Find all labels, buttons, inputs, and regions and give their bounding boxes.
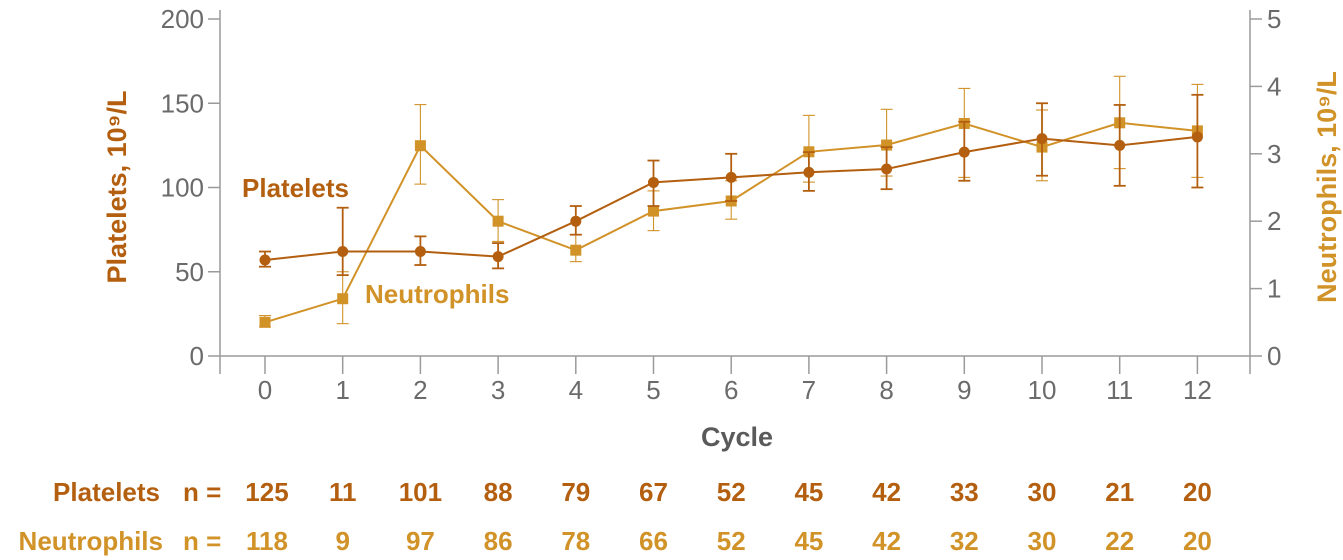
x-tick-label: 11 — [1106, 375, 1133, 405]
left-y-tick-label: 200 — [161, 4, 204, 34]
neutrophils-count-value: 78 — [561, 526, 590, 556]
platelets-count-value: 101 — [399, 477, 442, 507]
x-tick-label: 4 — [569, 375, 583, 405]
platelets-point — [803, 166, 815, 178]
neutrophils-count-value: 86 — [484, 526, 513, 556]
x-tick-label: 2 — [413, 375, 427, 405]
x-tick-label: 9 — [957, 375, 971, 405]
neutrophils-point — [570, 244, 582, 256]
platelets-count-value: 67 — [639, 477, 668, 507]
neutrophils-point — [337, 293, 349, 305]
right-y-tick-label: 4 — [1267, 71, 1281, 101]
neutrophils-point — [492, 215, 504, 227]
platelets-count-value: 45 — [794, 477, 823, 507]
platelets-count-value: 20 — [1183, 477, 1212, 507]
platelets-count-value: 88 — [484, 477, 513, 507]
platelets-point — [570, 215, 582, 227]
right-y-tick-label: 3 — [1267, 139, 1281, 169]
neutrophils-count-value: 30 — [1028, 526, 1057, 556]
neutrophils-series-label: Neutrophils — [365, 279, 509, 309]
left-y-tick-label: 0 — [190, 341, 204, 371]
x-tick-label: 7 — [802, 375, 816, 405]
platelets-series — [259, 93, 1204, 277]
neutrophils-count-value: 20 — [1183, 526, 1212, 556]
platelets-point — [337, 246, 349, 258]
right-y-tick-label: 2 — [1267, 206, 1281, 236]
platelets-count-value: 30 — [1028, 477, 1057, 507]
platelets-point — [1036, 133, 1048, 145]
platelets-count-value: 21 — [1105, 477, 1134, 507]
right-y-axis-title: Neutrophils, 10⁹/L — [1312, 71, 1342, 303]
platelets-point — [648, 176, 659, 188]
platelets-count-label: Platelets — [53, 477, 160, 507]
platelets-point — [1114, 139, 1126, 151]
platelets-point — [725, 171, 737, 183]
platelets-count-value: 52 — [717, 477, 746, 507]
neutrophils-point — [881, 139, 893, 151]
x-tick-label: 0 — [258, 375, 272, 405]
neutrophils-count-value: 66 — [639, 526, 668, 556]
platelets-point — [881, 163, 893, 175]
x-tick-label: 10 — [1028, 375, 1057, 405]
neutrophils-count-value: 118 — [246, 526, 288, 556]
neutrophils-count-value: 97 — [406, 526, 435, 556]
right-y-tick-label: 5 — [1267, 4, 1281, 34]
neutrophils-count-label: Neutrophils — [19, 526, 163, 556]
x-tick-label: 5 — [646, 375, 660, 405]
x-tick-label: 12 — [1183, 375, 1212, 405]
x-tick-label: 1 — [335, 375, 349, 405]
left-y-axis-title: Platelets, 10⁹/L — [102, 91, 132, 284]
neutrophils-count-prefix: n = — [183, 526, 221, 556]
left-y-tick-label: 150 — [161, 88, 204, 118]
neutrophils-count-value: 42 — [872, 526, 901, 556]
x-axis-title: Cycle — [701, 422, 773, 452]
platelets-point — [1191, 131, 1203, 143]
neutrophils-point — [414, 140, 426, 152]
platelets-count-value: 42 — [872, 477, 901, 507]
neutrophils-count-value: 9 — [335, 526, 349, 556]
x-tick-label: 6 — [724, 375, 738, 405]
neutrophils-count-value: 45 — [794, 526, 823, 556]
neutrophils-count-value: 32 — [950, 526, 979, 556]
platelets-count-value: 33 — [950, 477, 979, 507]
x-tick-label: 8 — [879, 375, 893, 405]
right-y-tick-label: 1 — [1267, 274, 1281, 304]
platelets-count-value: 79 — [561, 477, 590, 507]
platelets-point — [958, 146, 970, 158]
platelets-count-value: 125 — [245, 477, 288, 507]
left-y-tick-label: 100 — [161, 173, 204, 203]
platelets-series-label: Platelets — [242, 173, 349, 203]
neutrophils-point — [648, 205, 659, 217]
neutrophils-point — [259, 316, 271, 328]
platelets-point — [492, 251, 504, 263]
left-y-tick-label: 50 — [175, 257, 204, 287]
platelets-point — [259, 254, 271, 266]
platelets-count-value: 11 — [329, 477, 357, 507]
counts-table: Platelets n = Neutrophils n = 125 11 101 88… — [19, 477, 1212, 556]
x-tick-label: 3 — [491, 375, 505, 405]
neutrophils-count-value: 22 — [1105, 526, 1134, 556]
platelets-count-prefix: n = — [183, 477, 221, 507]
right-y-tick-label: 0 — [1267, 341, 1281, 371]
neutrophils-count-value: 52 — [717, 526, 746, 556]
platelets-point — [414, 246, 426, 258]
